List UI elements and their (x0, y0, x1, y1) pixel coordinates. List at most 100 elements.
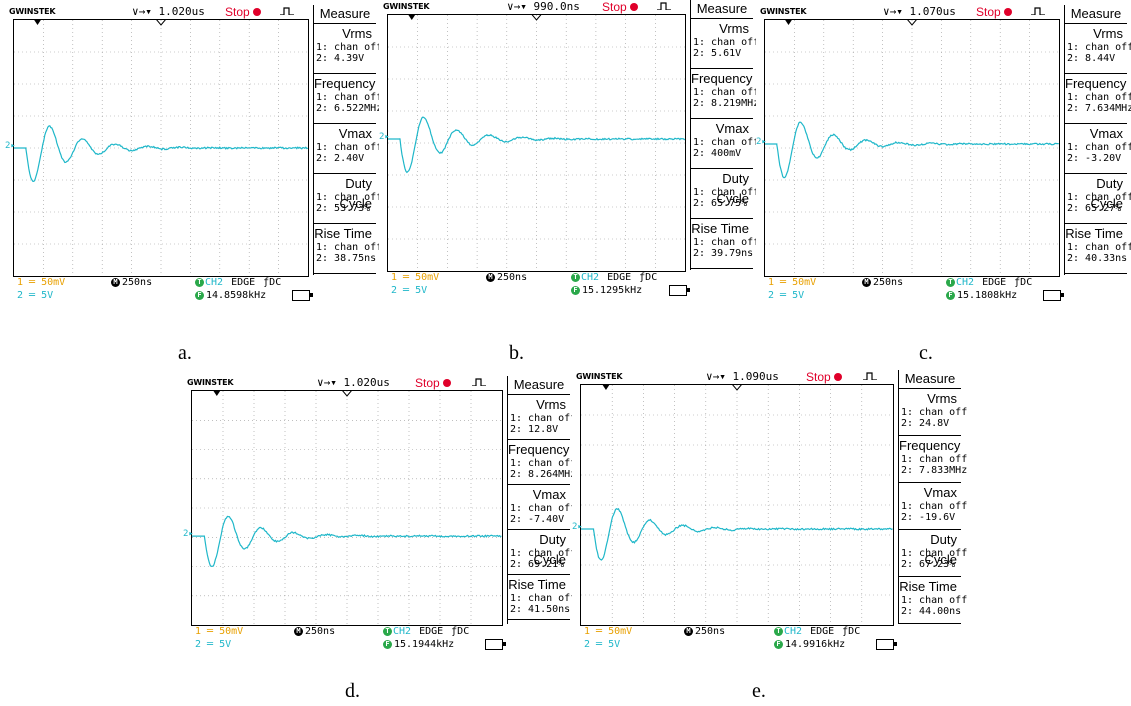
measure-ch1-value: 1: chan off (508, 503, 570, 514)
measure-ch1-value: 1: chan off (314, 42, 376, 53)
timebase-readout: ∨→▾ 1.020us (132, 5, 205, 18)
measure-item-vrms[interactable]: Vrms 1: chan off 2: 8.44V (1065, 24, 1127, 74)
trigger-source: CH2 (581, 272, 599, 283)
measure-item-rise-time[interactable]: Rise Time 1: chan off 2: 41.50ns (508, 575, 570, 620)
measure-ch1-value: 1: chan off (508, 593, 570, 604)
measure-ch2-value: 2: 8.44V (1065, 53, 1127, 64)
timebase-icon: M (111, 278, 120, 287)
timebase-scale: M 250ns (111, 277, 152, 288)
waveform-grid (192, 391, 502, 625)
measure-item-vmax[interactable]: Vmax 1: chan off 2: -7.40V (508, 485, 570, 530)
waveform-display (764, 19, 1060, 277)
measure-item-frequency[interactable]: Frequency 1: chan off 2: 7.833MHz (899, 436, 961, 483)
measure-item-frequency[interactable]: Frequency 1: chan off 2: 8.219MHz (691, 69, 753, 119)
measure-ch2-value: 2: 7.634MHz (1065, 103, 1127, 114)
measure-item-frequency[interactable]: Frequency 1: chan off 2: 8.264MHz (508, 440, 570, 485)
measure-name: Frequency (691, 69, 753, 87)
run-stop-status[interactable]: Stop (976, 5, 1012, 19)
trigger-info: T CH2 EDGE ƒDC (571, 272, 657, 283)
run-stop-status[interactable]: Stop (415, 376, 451, 390)
ch2-scale: 2 ═ 5V (195, 639, 231, 650)
waveform-display (387, 14, 686, 272)
measure-name: Vmax (1065, 124, 1127, 142)
trigger-mode: EDGE (607, 272, 631, 283)
measure-item-rise-time[interactable]: Rise Time 1: chan off 2: 44.00ns (899, 577, 961, 624)
usb-connector-icon (485, 639, 503, 650)
ch2-scale: 2 ═ 5V (584, 639, 620, 650)
measure-item-vrms[interactable]: Vrms 1: chan off 2: 5.61V (691, 19, 753, 69)
measure-ch2-value: 2: -7.40V (508, 514, 570, 525)
measure-item-vmax[interactable]: Vmax 1: chan off 2: 2.40V (314, 124, 376, 174)
measure-ch1-value: 1: chan off (899, 407, 961, 418)
oscilloscope-capture-e: GWINSTEK ∨→▾ 1.090us Stop 2▸ Measure Vrms 1: c… (572, 370, 960, 654)
measure-ch1-value: 1: chan off (1065, 42, 1127, 53)
frequency-icon: F (195, 291, 204, 300)
frequency-value: 14.9916kHz (785, 639, 845, 650)
measure-name: Vmax (314, 124, 376, 142)
trigger-info: T CH2 EDGE ƒDC (195, 277, 281, 288)
measure-ch2-value: 2: 69.21% (508, 559, 570, 570)
stop-label: Stop (415, 376, 440, 390)
measure-name: Vrms (1065, 24, 1127, 42)
trigger-frequency: F 15.1944kHz (383, 639, 454, 650)
measure-item-rise-time[interactable]: Rise Time 1: chan off 2: 40.33ns (1065, 224, 1127, 274)
ch1-scale: 1 ═ 50mV (584, 626, 632, 637)
ch1-scale: 1 ═ 50mV (391, 272, 439, 283)
measure-item-duty-cycle[interactable]: Duty Cycle 1: chan off 2: 65.27% (1065, 174, 1127, 224)
measure-item-vrms[interactable]: Vrms 1: chan off 2: 4.39V (314, 24, 376, 74)
measure-item-duty-cycle[interactable]: Duty Cycle 1: chan off 2: 67.23% (899, 530, 961, 577)
measure-title: Measure (314, 5, 376, 24)
measure-item-frequency[interactable]: Frequency 1: chan off 2: 7.634MHz (1065, 74, 1127, 124)
measure-item-frequency[interactable]: Frequency 1: chan off 2: 6.522MHz (314, 74, 376, 124)
measure-ch1-value: 1: chan off (691, 87, 753, 98)
measure-item-vmax[interactable]: Vmax 1: chan off 2: -3.20V (1065, 124, 1127, 174)
measure-ch1-value: 1: chan off (691, 37, 753, 48)
measure-item-duty-cycle[interactable]: Duty Cycle 1: chan off 2: 65.75% (691, 169, 753, 219)
measure-item-duty-cycle[interactable]: Duty Cycle 1: chan off 2: 53.73% (314, 174, 376, 224)
measure-item-duty-cycle[interactable]: Duty Cycle 1: chan off 2: 69.21% (508, 530, 570, 575)
measure-ch1-value: 1: chan off (508, 548, 570, 559)
measure-item-rise-time[interactable]: Rise Time 1: chan off 2: 38.75ns (314, 224, 376, 274)
timebase-value: 250ns (695, 626, 725, 637)
run-stop-status[interactable]: Stop (806, 370, 842, 384)
measure-name: Frequency (899, 436, 961, 454)
measure-name: Rise Time (314, 224, 376, 242)
measure-name: Vmax (508, 485, 570, 503)
run-stop-status[interactable]: Stop (225, 5, 261, 19)
measure-item-rise-time[interactable]: Rise Time 1: chan off 2: 39.79ns (691, 219, 753, 269)
measure-name: Frequency (314, 74, 376, 92)
measure-item-vmax[interactable]: Vmax 1: chan off 2: 400mV (691, 119, 753, 169)
measure-item-vmax[interactable]: Vmax 1: chan off 2: -19.6V (899, 483, 961, 530)
channel2-ground-marker: 2▸ (572, 522, 583, 532)
caption-d: d. (345, 680, 360, 703)
measure-ch2-value: 2: 67.23% (899, 559, 961, 570)
usb-connector-icon (876, 639, 894, 650)
trigger-edge-icon (863, 372, 877, 380)
trigger-icon: T (571, 273, 580, 282)
measure-name: Rise Time (1065, 224, 1127, 242)
ch1-scale: 1 ═ 50mV (17, 277, 65, 288)
run-stop-status[interactable]: Stop (602, 0, 638, 14)
channel2-ground-marker: 2▸ (183, 529, 194, 539)
channel2-ground-marker: 2▸ (5, 141, 16, 151)
timebase-scale: M 250ns (486, 272, 527, 283)
measure-ch2-value: 2: 65.75% (691, 198, 753, 209)
frequency-value: 15.1944kHz (394, 639, 454, 650)
measure-ch1-value: 1: chan off (314, 242, 376, 253)
trigger-icon: T (774, 627, 783, 636)
waveform-display (13, 19, 309, 277)
trigger-frequency: F 14.9916kHz (774, 639, 845, 650)
usb-icon (1043, 290, 1061, 302)
trigger-position-marker (581, 384, 893, 394)
measure-ch2-value: 2: 38.75ns (314, 253, 376, 264)
measure-item-vrms[interactable]: Vrms 1: chan off 2: 12.8V (508, 395, 570, 440)
measure-ch2-value: 2: 40.33ns (1065, 253, 1127, 264)
trigger-frequency: F 15.1295kHz (571, 285, 642, 296)
stop-indicator-icon (1004, 8, 1012, 16)
measure-name: Duty Cycle (508, 530, 570, 548)
measure-ch2-value: 2: 24.8V (899, 418, 961, 429)
trigger-mode: EDGE (982, 277, 1006, 288)
trigger-source: CH2 (393, 626, 411, 637)
measure-item-vrms[interactable]: Vrms 1: chan off 2: 24.8V (899, 389, 961, 436)
measure-name: Vrms (691, 19, 753, 37)
